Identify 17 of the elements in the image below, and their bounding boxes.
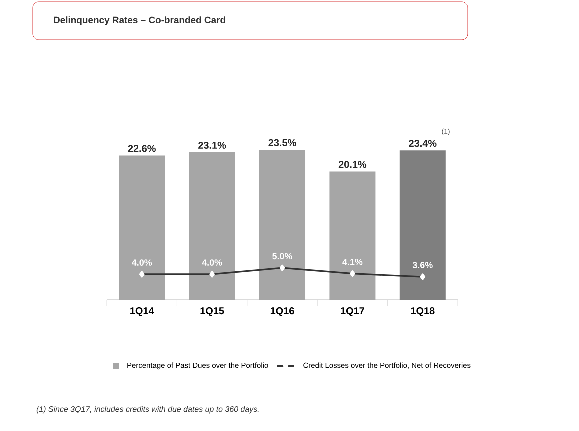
data-label: 4.0% <box>202 260 222 266</box>
data-label: 5.0% <box>272 253 292 260</box>
x-tick-label: 1Q15 <box>200 308 224 316</box>
x-tick-label: 1Q14 <box>130 308 154 316</box>
data-label: 23.5% <box>268 139 296 146</box>
data-label: 4.1% <box>342 259 363 266</box>
data-label: 20.1% <box>338 161 367 168</box>
chart-title: Delinquency Rates – Co-branded Card <box>54 16 226 26</box>
x-tick-label: 1Q18 <box>411 308 435 316</box>
data-label: 22.6% <box>128 145 156 152</box>
x-tick-label: 1Q17 <box>341 308 364 316</box>
data-label: 23.1% <box>198 142 226 150</box>
x-tick-label: 1Q16 <box>270 308 294 316</box>
data-label: 4.0% <box>132 260 152 266</box>
data-label: 23.4% <box>409 140 437 148</box>
data-label: 3.6% <box>412 262 433 268</box>
bar <box>400 150 446 300</box>
